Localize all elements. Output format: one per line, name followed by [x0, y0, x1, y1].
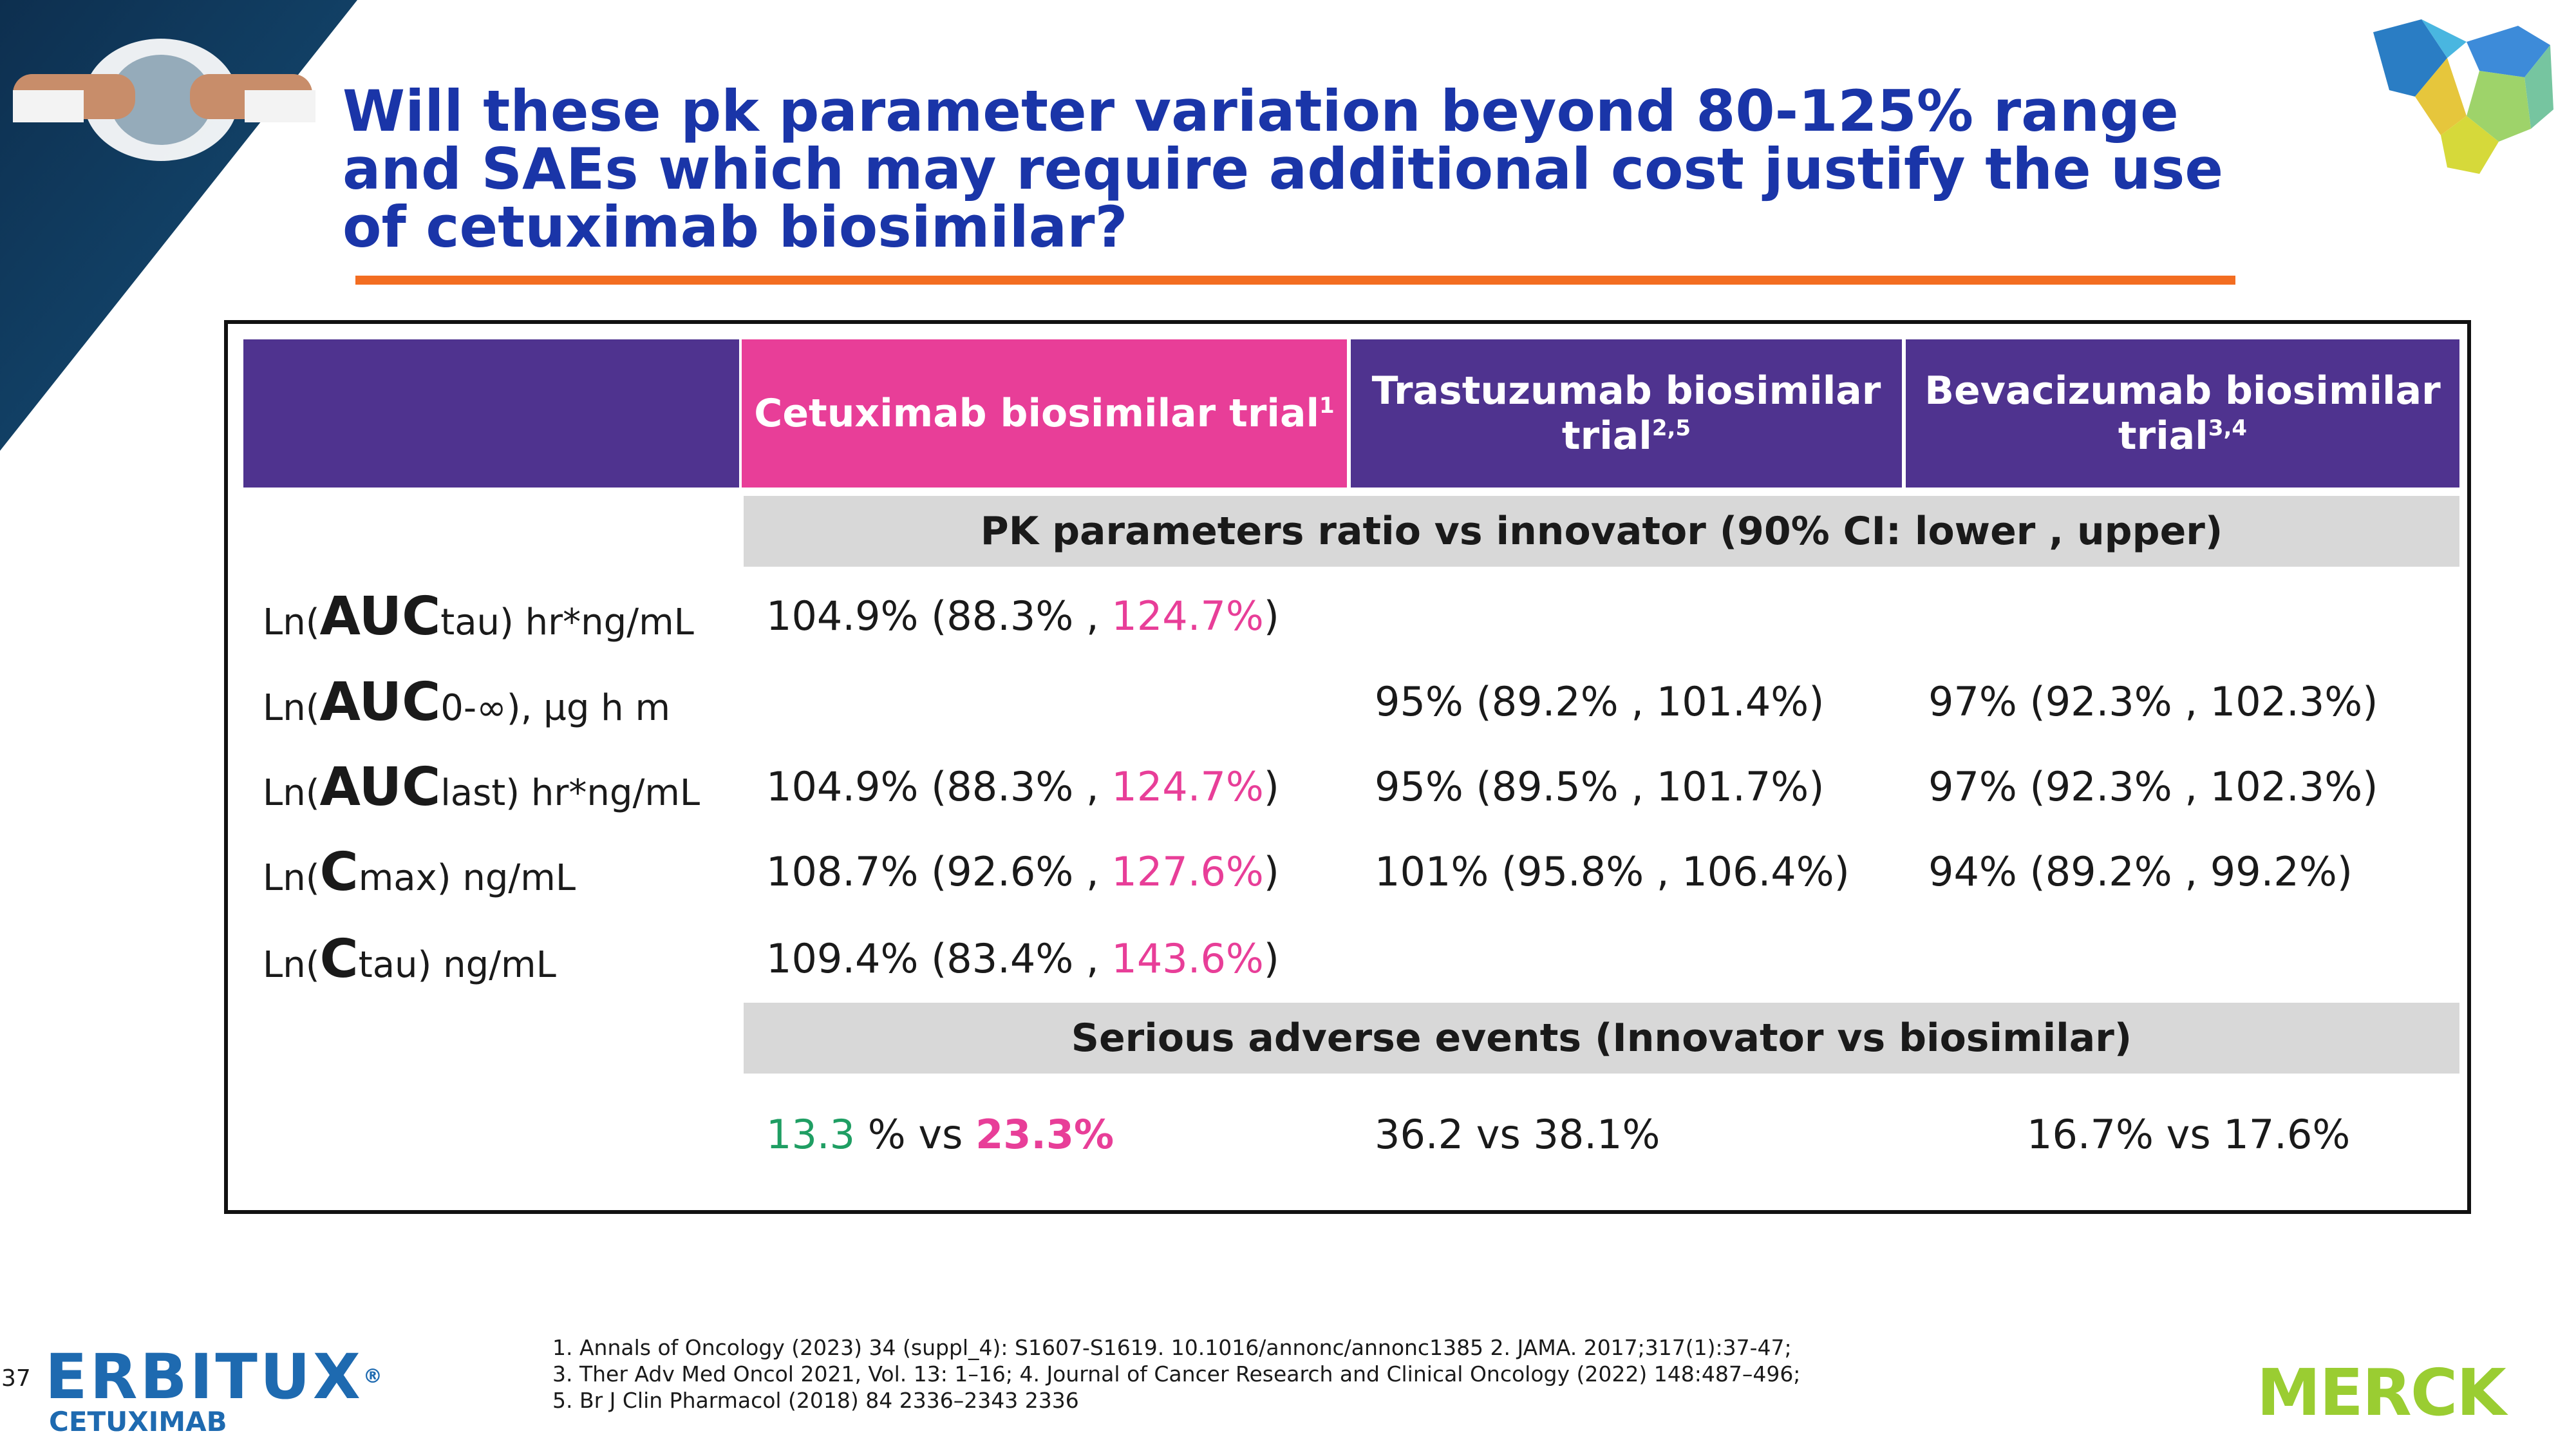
cell-cet-sae: 13.3 % vs 23.3% — [766, 1111, 1114, 1158]
pk-section-band: PK parameters ratio vs innovator (90% CI… — [744, 496, 2459, 567]
cell-bev-auc-last: 97% (92.3% , 102.3%) — [1928, 763, 2378, 810]
cell-cet-cmax: 108.7% (92.6% , 127.6%) — [766, 848, 1279, 895]
reference-line: 1. Annals of Oncology (2023) 34 (suppl_4… — [552, 1335, 1792, 1360]
merck-logo: MERCK — [2257, 1355, 2506, 1430]
cell-cet-auc-last: 104.9% (88.3% , 124.7%) — [766, 763, 1279, 810]
header-cetuximab: Cetuximab biosimilar trial1 — [742, 339, 1347, 488]
sae-section-band: Serious adverse events (Innovator vs bio… — [744, 1003, 2459, 1074]
references: 1. Annals of Oncology (2023) 34 (suppl_4… — [552, 1334, 1800, 1414]
row-label-cmax: Ln(Cmax) ng/mL — [263, 842, 576, 903]
cell-bev-auc-inf: 97% (92.3% , 102.3%) — [1928, 678, 2378, 725]
cell-tra-auc-inf: 95% (89.2% , 101.4%) — [1375, 678, 1825, 725]
cell-tra-cmax: 101% (95.8% , 106.4%) — [1375, 848, 1850, 895]
reference-line: 3. Ther Adv Med Oncol 2021, Vol. 13: 1–1… — [552, 1361, 1801, 1387]
header-trastuzumab: Trastuzumab biosimilar trial2,5 — [1351, 339, 1902, 488]
page-number: 37 — [1, 1365, 31, 1392]
table-frame — [224, 320, 2471, 1214]
corner-graphic — [0, 0, 357, 451]
row-label-auc-inf: Ln(AUC0-∞), µg h m — [263, 672, 671, 733]
cell-bev-sae: 16.7% vs 17.6% — [2027, 1111, 2351, 1158]
brand-graphic — [2373, 19, 2553, 174]
cell-tra-sae: 36.2 vs 38.1% — [1375, 1111, 1660, 1158]
cell-cet-ctau: 109.4% (83.4% , 143.6%) — [766, 935, 1279, 982]
cell-cet-auc-tau: 104.9% (88.3% , 124.7%) — [766, 592, 1279, 639]
erbitux-logo: ERBITUX® CETUXIMAB — [45, 1341, 385, 1437]
reference-line: 5. Br J Clin Pharmacol (2018) 84 2336–23… — [552, 1388, 1079, 1413]
header-cell-empty — [243, 339, 739, 488]
title-underline — [355, 276, 2235, 285]
header-bevacizumab: Bevacizumab biosimilar trial3,4 — [1906, 339, 2459, 488]
row-label-auc-tau: Ln(AUCtau) hr*ng/mL — [263, 586, 694, 647]
cell-bev-cmax: 94% (89.2% , 99.2%) — [1928, 848, 2353, 895]
row-label-ctau: Ln(Ctau) ng/mL — [263, 929, 556, 990]
row-label-auc-last: Ln(AUClast) hr*ng/mL — [263, 757, 700, 818]
cell-tra-auc-last: 95% (89.5% , 101.7%) — [1375, 763, 1825, 810]
page-title: Will these pk parameter variation beyond… — [343, 78, 2224, 260]
